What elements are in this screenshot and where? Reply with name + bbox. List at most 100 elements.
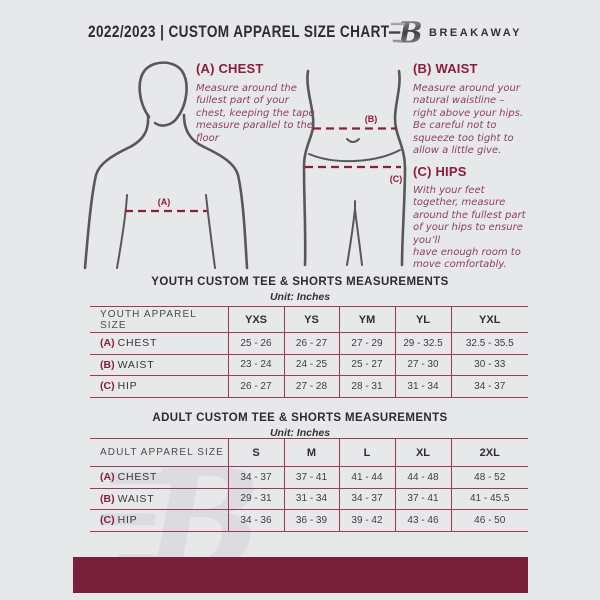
youth-chest-yxl: 32.5 - 35.5: [450, 332, 528, 354]
adult-chest-xl: 44 - 48: [394, 466, 451, 488]
row-prefix: (C): [100, 380, 115, 393]
youth-row-label-waist: (B) WAIST: [90, 354, 228, 376]
waist-heading: (B) WAIST: [413, 61, 478, 76]
adult-hip-m: 36 - 39: [283, 509, 339, 531]
youth-size-col-YM: YM: [338, 306, 395, 333]
adult-row-waist: (B) WAIST 29 - 31 31 - 34 34 - 37 37 - 41 41 -…: [90, 488, 528, 510]
youth-size-col-YL: YL: [394, 306, 451, 333]
adult-table-title: ADULT CUSTOM TEE & SHORTS MEASUREMENTS: [152, 412, 448, 424]
adult-size-col-XL: XL: [394, 438, 451, 467]
row-prefix: (B): [100, 358, 115, 371]
row-label-text: HIP: [117, 380, 138, 393]
row-label-text: WAIST: [117, 492, 155, 505]
waist-instructions: Measure around your natural waistline – …: [413, 83, 524, 157]
youth-apparel-size-header: YOUTH APPAREL SIZE: [100, 308, 197, 331]
adult-row-chest: (A) CHEST 34 - 37 37 - 41 41 - 44 44 - 48 48 -…: [90, 466, 528, 489]
youth-hip-yxl: 34 - 37: [450, 375, 528, 397]
monogram-letter: B: [397, 15, 422, 49]
adult-table-unit: Unit: Inches: [269, 427, 331, 439]
youth-row-waist: (B) WAIST 23 - 24 24 - 25 25 - 27 27 - 30 30 -…: [90, 354, 528, 376]
youth-size-col-YXL: YXL: [450, 306, 528, 333]
row-prefix: (A): [100, 471, 115, 484]
youth-waist-yl: 27 - 30: [394, 354, 451, 376]
youth-table-title: YOUTH CUSTOM TEE & SHORTS MEASUREMENTS: [151, 276, 449, 288]
youth-waist-ym: 25 - 27: [338, 354, 395, 376]
youth-size-col-YS: YS: [283, 306, 339, 333]
adult-row-label-waist: (B) WAIST: [90, 488, 228, 510]
hips-line-label: (C): [390, 174, 403, 184]
left-armpit-line: [116, 194, 128, 269]
youth-waist-yxs: 23 - 24: [227, 354, 284, 376]
adult-size-col-2XL: 2XL: [450, 438, 528, 467]
youth-waist-yxl: 30 - 33: [450, 354, 528, 376]
waistband-curve: [308, 149, 401, 163]
row-prefix: (B): [100, 492, 115, 505]
adult-apparel-size-header: ADULT APPAREL SIZE: [100, 447, 224, 458]
adult-header-row: ADULT APPAREL SIZE S M L XL 2XL: [90, 438, 528, 467]
adult-waist-2xl: 41 - 45.5: [450, 488, 528, 510]
adult-row-hip: (C) HIP 34 - 36 36 - 39 39 - 42 43 - 46 46 - 5…: [90, 509, 528, 532]
youth-chest-ym: 27 - 29: [338, 332, 395, 354]
adult-hip-s: 34 - 36: [227, 509, 284, 531]
row-label-text: CHEST: [117, 337, 158, 350]
measurement-figures: (A) (B) (C): [83, 61, 407, 270]
row-label-text: WAIST: [117, 358, 155, 371]
row-prefix: (A): [100, 337, 115, 350]
youth-row-hip: (C) HIP 26 - 27 27 - 28 28 - 31 31 - 34 34 - 3…: [90, 375, 528, 398]
adult-size-col-L: L: [338, 438, 395, 467]
row-label-text: CHEST: [117, 471, 158, 484]
youth-chest-yl: 29 - 32.5: [394, 332, 451, 354]
youth-hip-yl: 31 - 34: [394, 375, 451, 397]
torso-left-outline: [83, 113, 150, 270]
adult-waist-s: 29 - 31: [227, 488, 284, 510]
adult-waist-xl: 37 - 41: [394, 488, 451, 510]
youth-row-label-chest: (A) CHEST: [90, 333, 228, 355]
youth-row-label-hip: (C) HIP: [90, 376, 228, 398]
adult-chest-l: 41 - 44: [338, 466, 395, 488]
breakaway-monogram-icon: B: [388, 15, 423, 49]
adult-size-col-M: M: [283, 438, 339, 467]
chest-instructions: Measure around the fullest part of your …: [196, 83, 315, 144]
right-armpit-line: [205, 194, 216, 269]
footer-accent-bar: [73, 557, 528, 593]
youth-hip-ym: 28 - 31: [338, 375, 395, 397]
youth-size-col-YXS: YXS: [227, 306, 284, 333]
youth-hip-ys: 27 - 28: [283, 375, 339, 397]
hips-instructions: With your feet together, measure around …: [413, 185, 526, 271]
waist-line-label: (B): [365, 114, 378, 124]
brand-name: BREAKAWAY: [429, 27, 522, 39]
chest-heading: (A) CHEST: [196, 61, 264, 76]
torso-head-outline: [138, 61, 188, 127]
adult-row-label-chest: (A) CHEST: [90, 467, 228, 489]
torso-right-outline: [182, 113, 249, 270]
adult-size-col-S: S: [227, 438, 284, 467]
youth-waist-ys: 24 - 25: [283, 354, 339, 376]
adult-row-label-hip: (C) HIP: [90, 510, 228, 532]
adult-chest-2xl: 48 - 52: [450, 466, 528, 488]
adult-waist-m: 31 - 34: [283, 488, 339, 510]
youth-chest-ys: 26 - 27: [283, 332, 339, 354]
page-title: 2022/2023 | CUSTOM APPAREL SIZE CHART: [88, 22, 390, 41]
adult-waist-l: 34 - 37: [338, 488, 395, 510]
adult-hip-2xl: 46 - 50: [450, 509, 528, 531]
row-prefix: (C): [100, 514, 115, 527]
row-label-text: HIP: [117, 514, 138, 527]
youth-size-table: YOUTH APPAREL SIZE YXS YS YM YL YXL (A) CHEST 25…: [90, 306, 528, 398]
adult-hip-l: 39 - 42: [338, 509, 395, 531]
youth-table-unit: Unit: Inches: [269, 291, 331, 303]
navel-mark: [346, 138, 360, 143]
chest-line-label: (A): [158, 197, 171, 207]
youth-row-chest: (A) CHEST 25 - 26 26 - 27 27 - 29 29 - 32.5 32…: [90, 332, 528, 355]
adult-size-table: ADULT APPAREL SIZE S M L XL 2XL (A) CHEST 34 - 3…: [90, 438, 528, 532]
youth-header-row: YOUTH APPAREL SIZE YXS YS YM YL YXL: [90, 306, 528, 333]
adult-hip-xl: 43 - 46: [394, 509, 451, 531]
legs-split-line: [346, 200, 363, 266]
youth-chest-yxs: 25 - 26: [227, 332, 284, 354]
adult-chest-m: 37 - 41: [283, 466, 339, 488]
hips-left-outline: [302, 69, 315, 267]
youth-hip-yxs: 26 - 27: [227, 375, 284, 397]
adult-chest-s: 34 - 37: [227, 466, 284, 488]
hips-right-outline: [393, 69, 407, 267]
hips-heading: (C) HIPS: [413, 164, 467, 179]
